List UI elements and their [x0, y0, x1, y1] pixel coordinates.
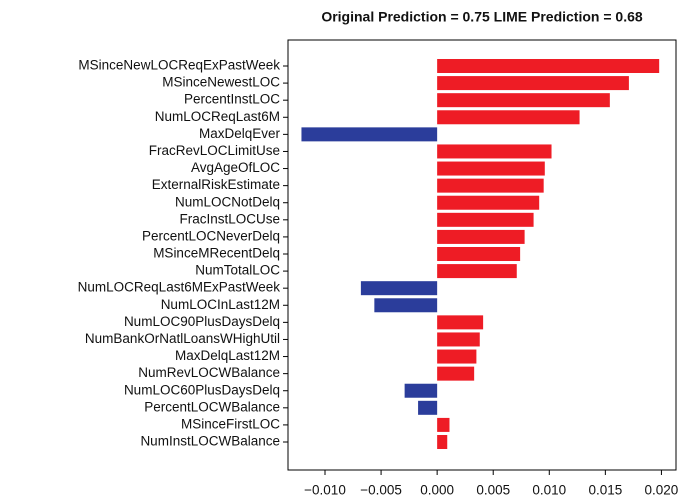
x-tick-label: 0.020: [645, 483, 679, 498]
bar: [437, 212, 534, 227]
bar: [437, 144, 552, 159]
bar: [437, 59, 660, 73]
bar: [437, 417, 450, 432]
plot-frame: [287, 39, 677, 471]
x-tick-label: 0.010: [532, 483, 566, 498]
bar: [437, 332, 480, 347]
y-tick-label: MSinceNewLOCReqExPastWeek: [78, 58, 280, 73]
y-tick-label: NumLOCReqLast6M: [155, 109, 280, 124]
y-tick-label: MaxDelqLast12M: [175, 348, 280, 363]
y-tick-label: NumInstLOCWBalance: [140, 434, 280, 449]
x-tick-label: 0.005: [476, 483, 510, 498]
bar: [437, 110, 580, 125]
bar: [437, 161, 545, 176]
y-tick-label: NumLOCReqLast6MExPastWeek: [78, 280, 281, 295]
y-tick-label: MSinceMRecentDelq: [153, 246, 280, 261]
bar: [437, 366, 475, 381]
x-tick-label: −0.005: [360, 483, 402, 498]
y-tick-label: FracInstLOCUse: [179, 211, 280, 226]
x-tick-label: 0.000: [420, 483, 454, 498]
bar: [374, 298, 438, 313]
y-tick-label: NumLOC90PlusDaysDelq: [124, 314, 280, 329]
y-tick-label: MaxDelqEver: [199, 126, 281, 141]
bar: [437, 349, 477, 364]
bar: [437, 178, 544, 193]
y-tick-label: PercentLOCNeverDelq: [142, 228, 280, 243]
y-tick-label: NumBankOrNatlLoansWHighUtil: [85, 331, 280, 346]
y-tick-label: AvgAgeOfLOC: [191, 160, 280, 175]
y-tick-label: NumTotalLOC: [195, 263, 280, 278]
y-tick-label: MSinceNewestLOC: [162, 75, 280, 90]
bar: [360, 281, 438, 296]
bar: [418, 400, 438, 415]
bar: [437, 229, 525, 244]
bar: [437, 247, 521, 261]
y-tick-label: NumRevLOCWBalance: [138, 365, 280, 380]
y-tick-label: FracRevLOCLimitUse: [149, 143, 280, 158]
bar: [437, 264, 517, 279]
bar: [437, 315, 484, 330]
y-tick-label: MSinceFirstLOC: [181, 416, 280, 431]
y-tick-label: NumLOCInLast12M: [161, 297, 280, 312]
x-tick-label: 0.015: [588, 483, 622, 498]
y-tick-label: ExternalRiskEstimate: [152, 177, 280, 192]
y-tick-label: NumLOCNotDelq: [175, 194, 280, 209]
x-tick-label: −0.010: [304, 483, 346, 498]
bar: [437, 76, 629, 91]
y-tick-label: PercentLOCWBalance: [144, 399, 280, 414]
bar: [404, 383, 438, 398]
y-tick-label: NumLOC60PlusDaysDelq: [124, 382, 280, 397]
y-tick-label: PercentInstLOC: [184, 92, 280, 107]
bar: [437, 195, 540, 210]
bar: [437, 435, 448, 449]
bar: [301, 127, 438, 142]
bar: [437, 93, 610, 108]
chart-title: Original Prediction = 0.75 LIME Predicti…: [321, 9, 643, 25]
